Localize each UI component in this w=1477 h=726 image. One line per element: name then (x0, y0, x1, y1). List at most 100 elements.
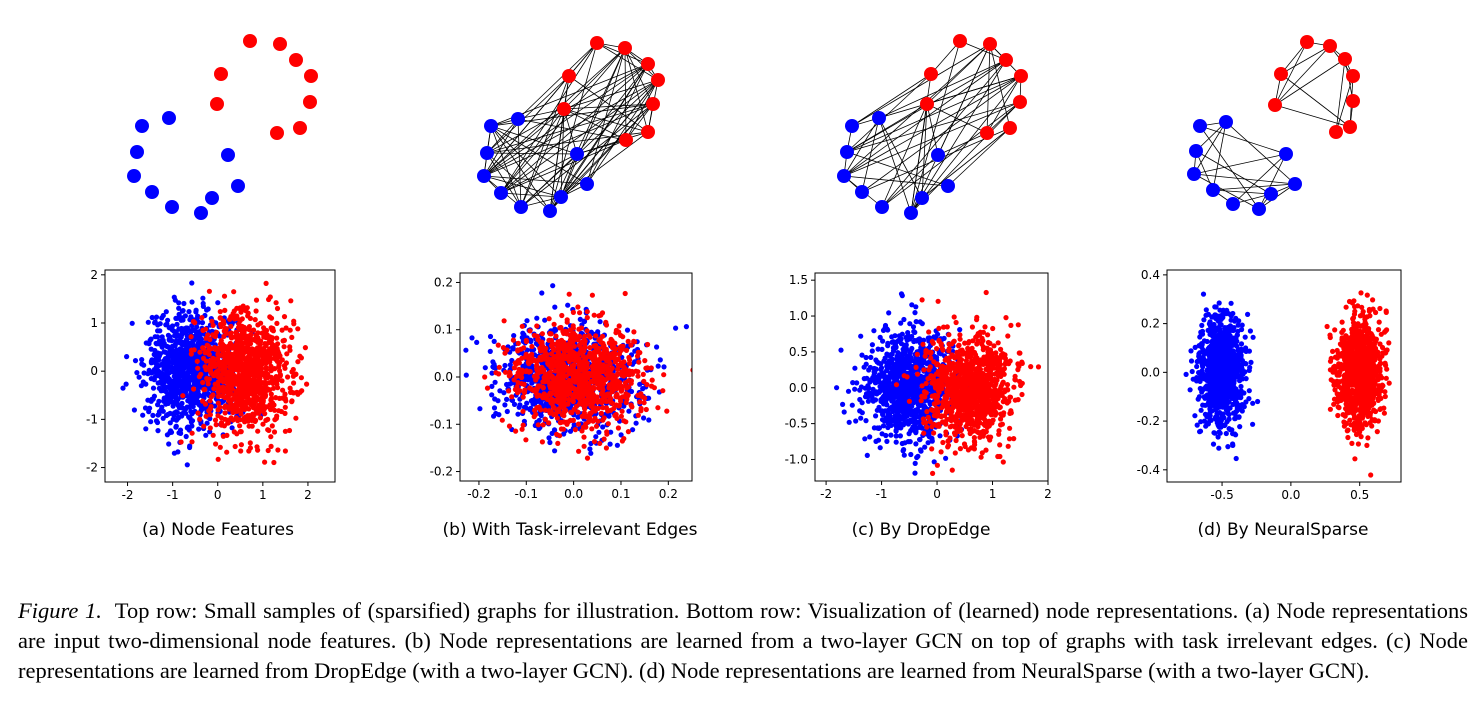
x-tick-label: -2 (122, 488, 134, 502)
scatter-point-red (615, 356, 621, 362)
scatter-point-red (245, 417, 251, 423)
scatter-point-red (263, 280, 269, 286)
graph-edge (843, 175, 949, 187)
scatter-point-blue (596, 429, 602, 435)
scatter-point-red (519, 323, 525, 329)
scatter-point-blue (492, 364, 498, 370)
scatter-point-blue (132, 358, 139, 364)
scatter-point-blue (957, 327, 963, 333)
scatter-point-red (234, 333, 240, 339)
scatter-point-blue (194, 382, 200, 388)
scatter-point-blue (565, 302, 571, 308)
graph-edge (560, 153, 578, 198)
scatter-point-red (253, 308, 259, 314)
scatter-point-blue (511, 333, 517, 339)
graph-node-red (590, 36, 604, 50)
graph-node-blue (484, 119, 498, 133)
scatter-point-blue (487, 348, 493, 354)
scatter-point-red (215, 400, 221, 406)
graph-node-red (953, 34, 967, 48)
scatter-point-blue (501, 390, 507, 396)
scatter-point-blue (138, 383, 144, 389)
scatter-point-blue (200, 393, 206, 399)
scatter-point-blue (482, 365, 488, 371)
scatter-point-blue (581, 318, 587, 324)
scatter-point-red (291, 380, 297, 386)
scatter-point-red (231, 429, 237, 435)
graph-edge (517, 42, 598, 120)
graph-edge (926, 103, 988, 134)
scatter-point-red (548, 351, 555, 357)
scatter-point-red (644, 382, 650, 388)
scatter-point-red (254, 444, 260, 450)
scatter-point-red (555, 341, 561, 347)
graph-edge (930, 40, 961, 75)
scatter-point-red (200, 398, 206, 404)
graph-edge (520, 153, 578, 208)
scatter-point-red (555, 385, 561, 391)
scatter-point-red (266, 296, 272, 303)
scatter-point-red (559, 312, 565, 319)
scatter-point-blue (863, 354, 869, 361)
graph-edges (1193, 41, 1354, 210)
scatter-point-blue (158, 370, 164, 376)
scatter-point-red (217, 315, 223, 321)
y-tick-label: 0 (90, 364, 98, 378)
scatter-point-blue (906, 431, 912, 437)
scatter-point-red (499, 417, 505, 423)
scatter-point-blue (200, 303, 206, 309)
scatter-point-blue (517, 402, 523, 408)
scatter-point-blue (867, 364, 873, 371)
graph-edge (549, 47, 626, 212)
graph-edge (846, 103, 928, 153)
scatter-point-red (267, 356, 273, 362)
graph-edge (861, 117, 880, 193)
scatter-point-red (501, 318, 507, 324)
scatter-point-red (188, 334, 194, 340)
scatter-point-red (576, 382, 582, 388)
scatter-point-red (600, 417, 606, 423)
scatter-point-red (293, 415, 299, 421)
scatter-point-red (548, 331, 554, 337)
scatter-point-red (643, 406, 649, 413)
scatter-point-red (538, 348, 544, 354)
scatter-point-red (260, 353, 266, 359)
scatter-point-red (561, 368, 567, 374)
graph-edge (937, 132, 988, 156)
scatter-point-blue (170, 416, 176, 422)
graph-node-blue (130, 145, 144, 159)
scatter-point-red (576, 326, 582, 332)
scatter-point-red (272, 417, 278, 423)
scatter-point-red (229, 361, 235, 367)
scatter-point-blue (147, 337, 153, 343)
graph-node-blue (162, 111, 176, 125)
graph-edge (517, 118, 522, 208)
scatter-point-red (263, 365, 269, 371)
scatter-point-blue (156, 363, 162, 369)
scatter-point-red (584, 328, 590, 334)
scatter-point-red (559, 337, 565, 343)
scatter-point-red (586, 394, 592, 401)
scatter-point-blue (176, 305, 182, 311)
graph-node-blue (1189, 144, 1203, 158)
scatter-point-blue (491, 405, 498, 411)
scatter-point-blue (162, 379, 168, 385)
graph-edge (560, 63, 649, 198)
scatter-point-red (252, 317, 258, 323)
scatter-point-red (519, 426, 525, 432)
scatter-point-red (581, 443, 587, 449)
graph-edge (1274, 45, 1331, 106)
scatter-point-blue (880, 338, 886, 344)
graph-edge (560, 131, 649, 198)
scatter-plot-b: -0.2 -0.1 0.0 0.1 0.20.20.10.0-0.1-0.2 (430, 272, 693, 501)
scatter-point-red (515, 347, 521, 353)
scatter-point-red (576, 448, 582, 454)
scatter-point-red (213, 361, 219, 367)
scatter-point-red (268, 396, 274, 402)
scatter-point-red (590, 418, 596, 424)
scatter-point-red (527, 368, 533, 375)
graph-node-red (1003, 121, 1017, 135)
scatter-point-blue (161, 398, 167, 404)
graph-node-blue (1252, 202, 1266, 216)
scatter-point-red (195, 410, 201, 416)
